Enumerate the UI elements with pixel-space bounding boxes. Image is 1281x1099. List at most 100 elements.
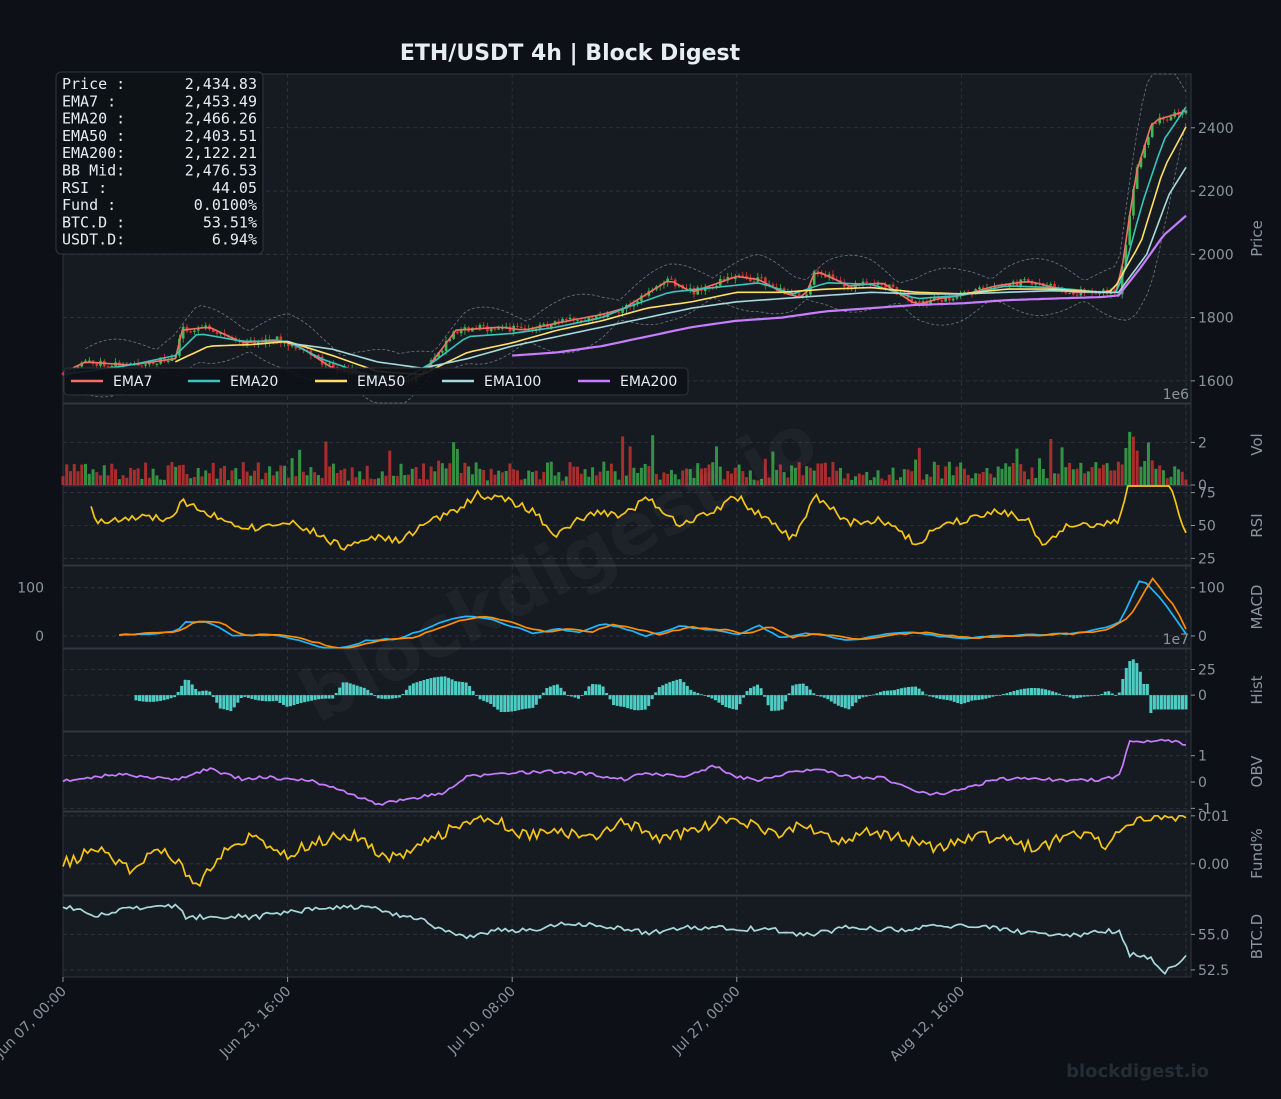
- hist-bar: [1159, 695, 1163, 710]
- candle-body: [523, 328, 527, 330]
- hist-bar: [854, 695, 858, 703]
- series-line-funding: [62, 814, 1187, 888]
- info-label: RSI :: [62, 179, 107, 197]
- hist-bar: [281, 695, 285, 705]
- volume-bar: [966, 474, 970, 485]
- candle-body: [921, 301, 925, 304]
- volume-bar: [790, 465, 794, 485]
- volume-bar: [1139, 466, 1143, 485]
- volume-bar: [658, 479, 662, 485]
- candle-body: [831, 274, 835, 280]
- chart-title: ETH/USDT 4h | Block Digest: [400, 41, 741, 66]
- volume-bar: [756, 480, 760, 485]
- volume-bar: [166, 465, 170, 485]
- volume-bar: [268, 466, 272, 485]
- candle-body: [448, 338, 452, 341]
- volume-bar: [76, 471, 80, 485]
- volume-bar: [335, 473, 339, 485]
- volume-bar: [760, 478, 764, 485]
- volume-bar: [594, 475, 598, 485]
- hist-bar: [190, 684, 194, 696]
- hist-bar: [541, 692, 545, 696]
- hist-bar: [1047, 690, 1051, 696]
- candle-body: [148, 362, 151, 365]
- candle-body: [241, 342, 245, 345]
- hist-bar: [591, 684, 595, 696]
- hist-bar: [966, 695, 970, 703]
- candle-body: [489, 328, 493, 332]
- volume-bar: [812, 470, 816, 485]
- volume-bar: [579, 473, 583, 485]
- volume-bar: [361, 479, 365, 485]
- volume-bar: [737, 464, 741, 485]
- volume-bar: [801, 475, 805, 485]
- volume-bar: [485, 480, 489, 485]
- volume-bar: [1150, 460, 1154, 485]
- hist-bar: [1142, 683, 1146, 696]
- volume-bar: [654, 473, 658, 485]
- candle-body: [1072, 292, 1075, 295]
- info-box-frame: [55, 71, 264, 255]
- hist-bar: [798, 683, 802, 696]
- volume-bar: [219, 468, 223, 485]
- volume-bar: [61, 476, 65, 485]
- volume-bar: [838, 467, 842, 485]
- candle-body: [670, 278, 673, 280]
- info-value: 2,453.49: [185, 92, 257, 110]
- candle-body: [564, 318, 568, 320]
- y-tick-label: 50: [1198, 519, 1216, 535]
- candle-body: [1049, 284, 1053, 286]
- candle-body: [497, 328, 500, 330]
- volume-bar: [673, 474, 677, 485]
- hist-bar: [1008, 692, 1012, 696]
- volume-bar: [647, 465, 651, 485]
- hist-bar: [496, 695, 500, 710]
- hist-bar: [696, 692, 700, 696]
- volume-bar: [996, 466, 1000, 485]
- candle-body: [749, 278, 752, 282]
- hist-bar: [169, 695, 173, 699]
- candle-body: [880, 284, 884, 286]
- candle-body: [876, 284, 880, 286]
- hist-bar: [689, 689, 693, 696]
- volume-bar: [440, 463, 444, 485]
- hist-bar: [850, 695, 854, 707]
- candle-body: [256, 341, 260, 345]
- volume-bar: [662, 472, 666, 485]
- volume-bar: [576, 466, 580, 485]
- volume-bar: [1030, 467, 1034, 485]
- hist-bar: [661, 685, 665, 696]
- volume-bar: [328, 466, 332, 485]
- hist-bar: [538, 695, 542, 699]
- hist-bar: [619, 695, 623, 707]
- info-value: 2,122.21: [185, 144, 257, 162]
- candle-body: [1098, 293, 1101, 295]
- volume-bar: [609, 463, 613, 485]
- hist-bar: [900, 688, 904, 696]
- info-label: EMA50 :: [62, 127, 125, 145]
- volume-bar: [95, 472, 99, 485]
- volume-bar: [914, 459, 918, 485]
- candle-body: [764, 277, 767, 287]
- volume-bar: [200, 476, 204, 485]
- candle-body: [437, 352, 440, 358]
- volume-bar: [722, 479, 726, 485]
- volume-bar: [429, 466, 433, 485]
- hist-bar: [555, 684, 559, 696]
- hist-bar: [1022, 688, 1026, 696]
- hist-bar: [208, 691, 212, 696]
- volume-bar: [951, 475, 955, 485]
- volume-bar: [1158, 465, 1162, 485]
- candle-body: [587, 317, 591, 321]
- hist-bar: [647, 695, 651, 706]
- volume-bar: [459, 472, 463, 485]
- candle-body: [298, 348, 301, 350]
- volume-bar: [703, 467, 707, 485]
- candle-body: [929, 300, 932, 305]
- candle-body: [797, 293, 801, 298]
- hist-bar: [461, 681, 465, 696]
- hist-bar: [812, 693, 816, 696]
- hist-bar: [952, 695, 956, 702]
- hist-bar: [566, 695, 570, 696]
- volume-bar: [1071, 469, 1075, 485]
